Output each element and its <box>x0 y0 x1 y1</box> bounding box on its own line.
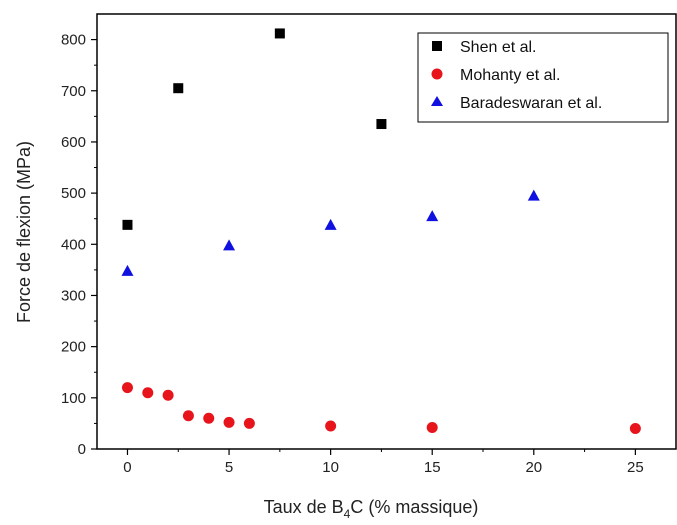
data-point-series-1 <box>325 420 337 432</box>
data-point-series-2 <box>426 210 439 222</box>
y-tick-label: 200 <box>61 339 86 356</box>
y-tick-label: 800 <box>61 32 86 49</box>
data-point-series-1 <box>203 412 215 424</box>
data-point-series-2 <box>223 239 236 251</box>
data-point-series-0 <box>274 28 285 39</box>
y-tick-label: 300 <box>61 287 86 304</box>
legend-label-mohanty: Mohanty et al. <box>460 67 561 84</box>
plot-frame <box>96 13 677 450</box>
x-axis-title-subscript: 4 <box>344 507 351 521</box>
x-tick-label: 0 <box>123 459 131 476</box>
legend-marker-mohanty <box>431 68 443 80</box>
data-point-series-2 <box>324 218 337 230</box>
y-axis-title: Force de flexion (MPa) <box>14 141 34 323</box>
data-point-series-1 <box>223 416 235 428</box>
data-point-series-0 <box>122 219 133 230</box>
x-axis-title: Taux de B4C (% massique) <box>264 497 479 521</box>
y-tick-label: 100 <box>61 390 86 407</box>
x-tick-label: 10 <box>322 459 339 476</box>
axis-ticks: 0 5 10 15 20 25 0 100 200 300 400 500 600 700 800 <box>61 32 644 476</box>
y-tick-label: 700 <box>61 83 86 100</box>
legend-label-baradeswaran: Baradeswaran et al. <box>460 95 602 112</box>
legend-marker-shen <box>432 41 442 51</box>
x-tick-label: 5 <box>225 459 233 476</box>
data-point-series-1 <box>243 417 255 429</box>
x-tick-label: 20 <box>525 459 542 476</box>
legend-marker-baradeswaran <box>431 96 443 106</box>
data-point-series-1 <box>142 387 154 399</box>
data-point-series-2 <box>527 189 540 201</box>
data-point-series-1 <box>121 382 133 394</box>
data-point-series-1 <box>182 410 194 422</box>
x-axis-title-rest: C (% massique) <box>350 497 478 517</box>
data-point-series-0 <box>173 83 184 94</box>
legend: Shen et al. Mohanty et al. Baradeswaran … <box>417 32 669 123</box>
y-tick-label: 500 <box>61 185 86 202</box>
data-points <box>121 28 641 435</box>
y-tick-label: 400 <box>61 236 86 253</box>
legend-box <box>417 32 669 123</box>
x-axis-title-main: Taux de B <box>264 497 344 517</box>
x-tick-label: 25 <box>627 459 644 476</box>
y-tick-label: 600 <box>61 134 86 151</box>
data-point-series-2 <box>121 264 134 276</box>
x-tick-label: 15 <box>424 459 441 476</box>
data-point-series-1 <box>426 422 438 434</box>
data-point-series-1 <box>629 423 641 435</box>
legend-label-shen: Shen et al. <box>460 39 537 56</box>
data-point-series-0 <box>376 119 387 130</box>
y-tick-label: 0 <box>78 441 86 458</box>
data-point-series-1 <box>162 389 174 401</box>
